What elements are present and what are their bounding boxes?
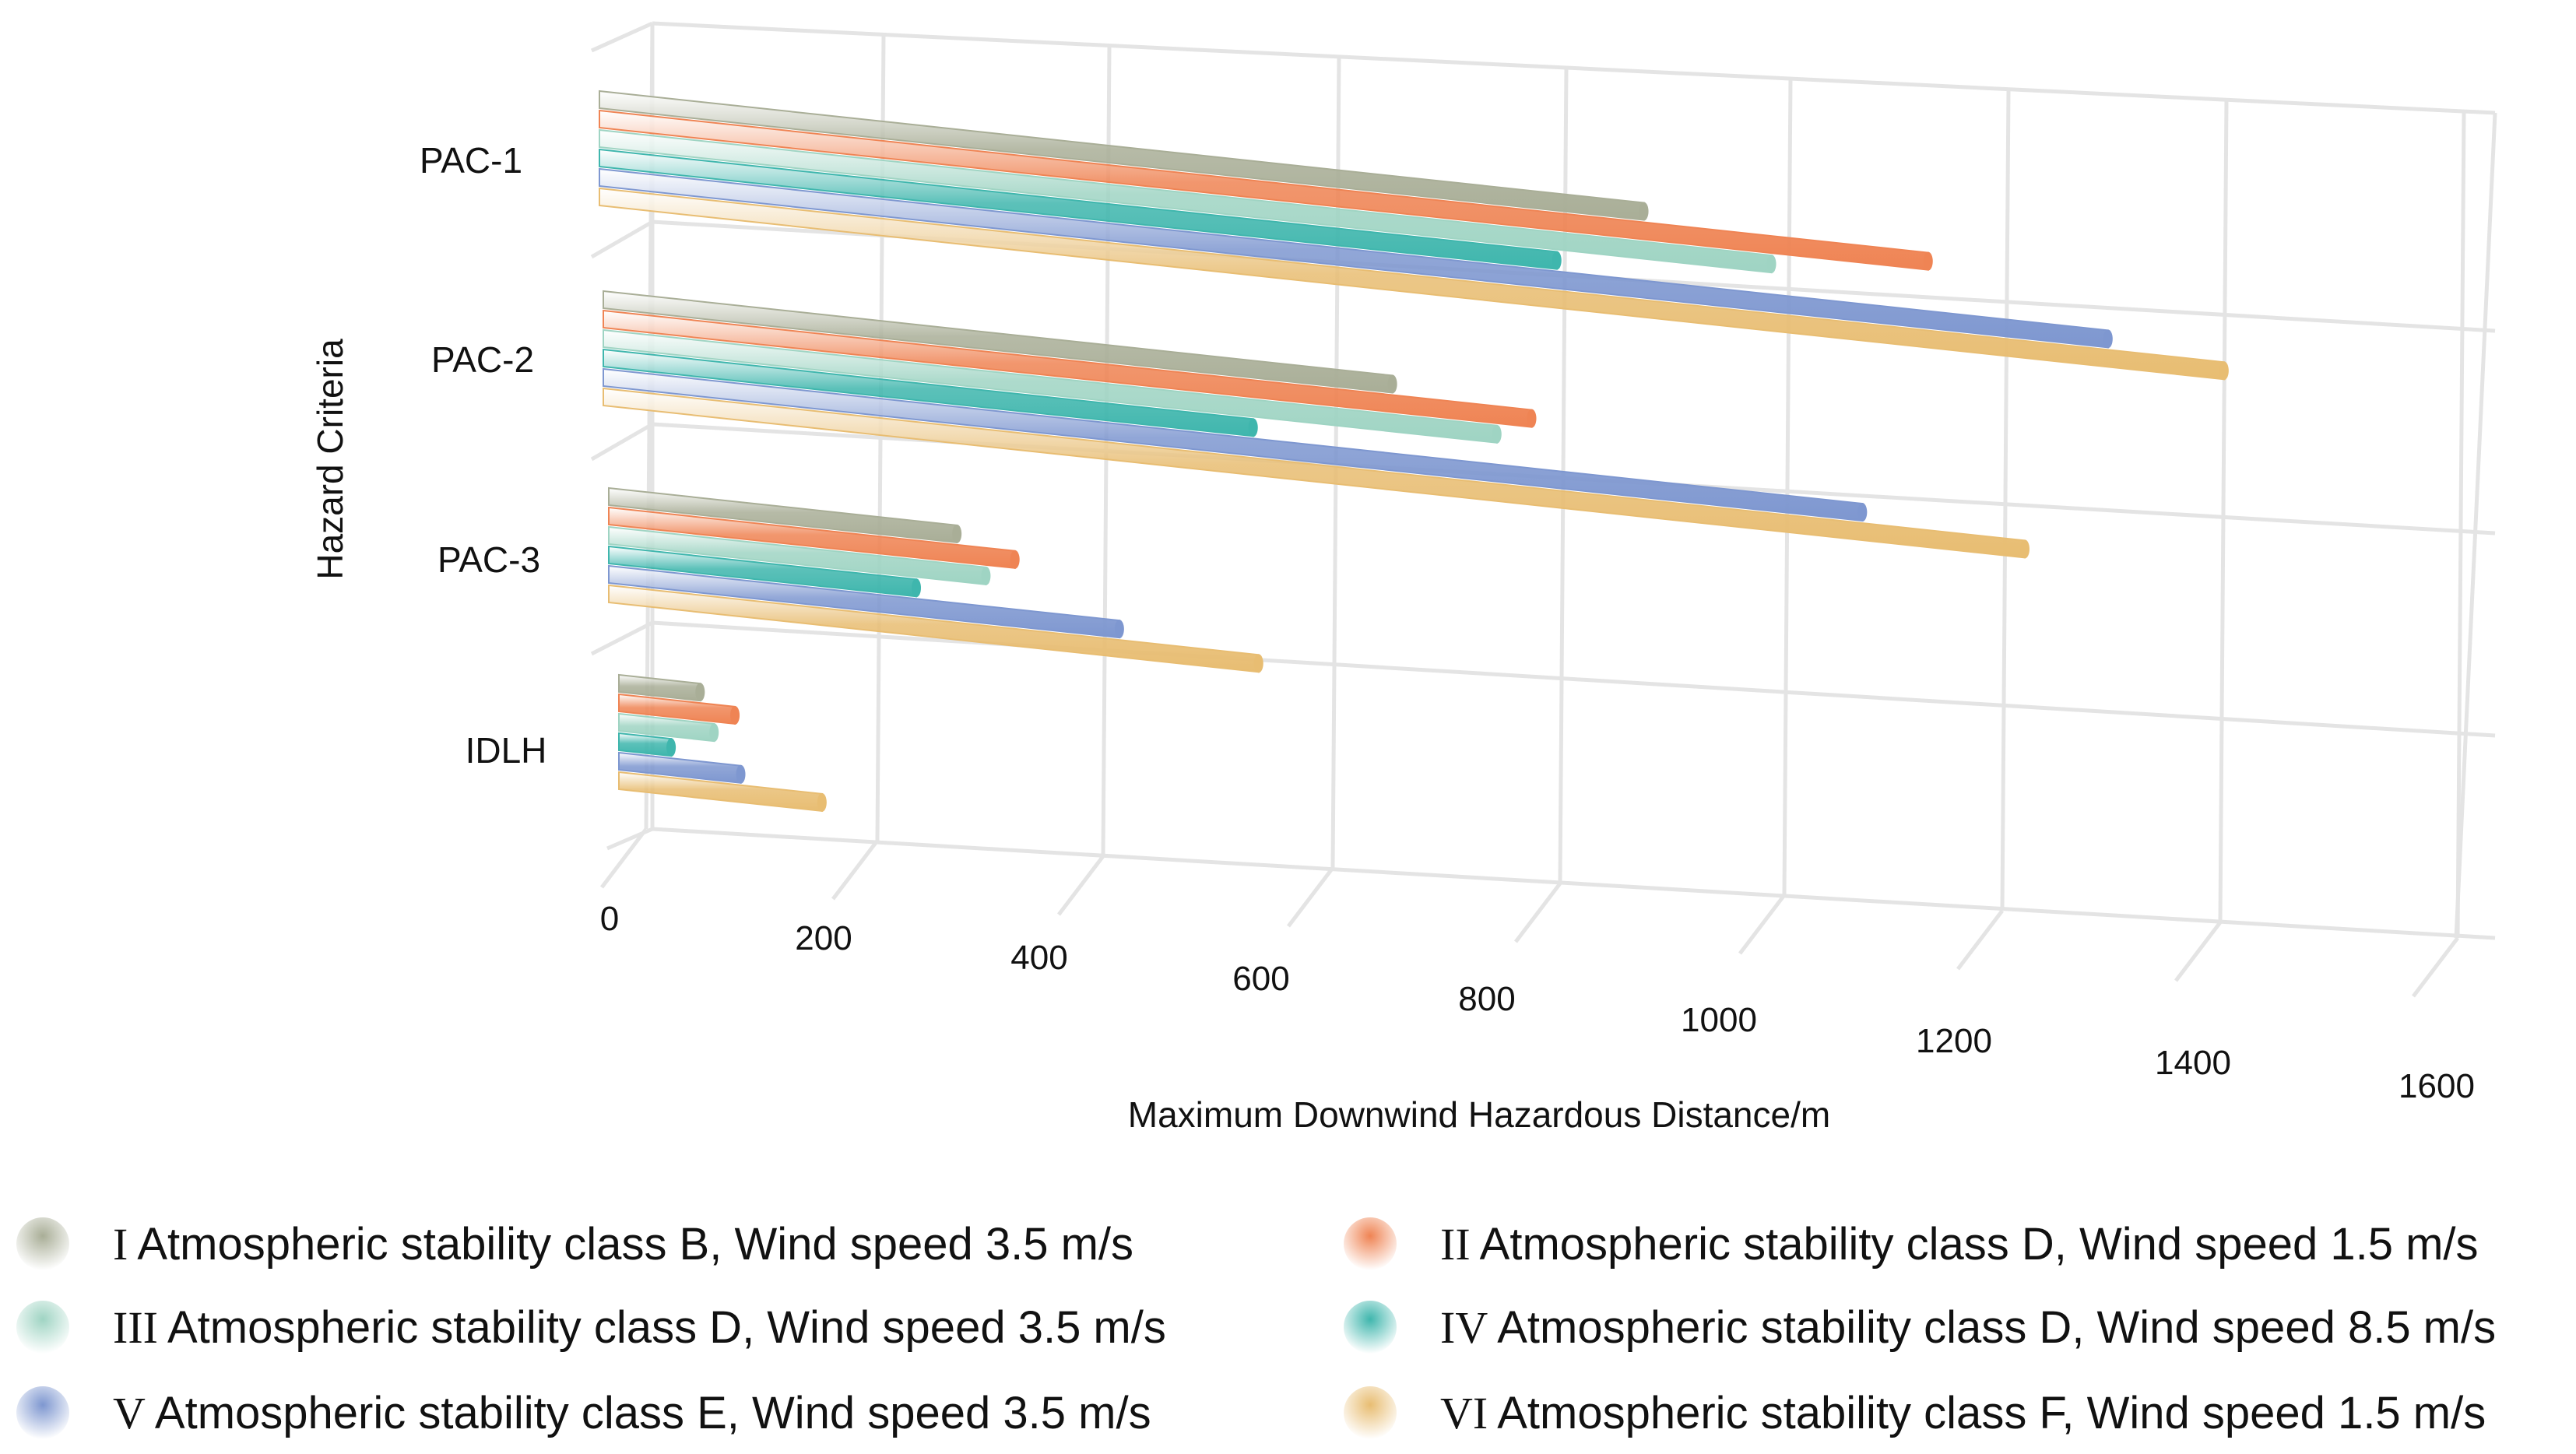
bar-cap <box>730 705 740 725</box>
legend-text: Atmospheric stability class B, Wind spee… <box>137 1219 1133 1270</box>
x-tick-label: 1400 <box>2155 1044 2231 1082</box>
bar-cap <box>1639 202 1649 221</box>
gridline-horizontal <box>652 620 2496 738</box>
gridline-depth-tick <box>590 21 654 53</box>
x-tick-label: 600 <box>1232 960 1289 998</box>
legend-label: IV Atmospheric stability class D, Wind sp… <box>1440 1302 2496 1353</box>
legend-label: II Atmospheric stability class D, Wind sp… <box>1440 1219 2479 1270</box>
legend-label: VI Atmospheric stability class F, Wind sp… <box>1440 1388 2486 1438</box>
x-tick-label: 200 <box>795 919 852 957</box>
bar-cap <box>2103 329 2113 349</box>
legend-numeral: II <box>1440 1219 1471 1270</box>
bars <box>599 90 2229 813</box>
legend-numeral: V <box>113 1388 146 1438</box>
bar <box>618 732 673 757</box>
bar-cap <box>952 524 962 543</box>
gridline-floor <box>1287 866 1334 928</box>
legend-text: Atmospheric stability class D, Wind spee… <box>167 1302 1166 1353</box>
gridline-vertical <box>2218 100 2229 923</box>
gridline-horizontal <box>652 827 2496 940</box>
bar-cap <box>695 683 705 702</box>
legend-label: V Atmospheric stability class E, Wind spe… <box>113 1388 1151 1438</box>
bar-cap <box>817 792 827 812</box>
x-tick-label: 800 <box>1458 980 1515 1018</box>
legend-marker <box>1344 1217 1397 1270</box>
legend-marker <box>16 1217 69 1270</box>
x-tick-label: 1000 <box>1681 1001 1757 1039</box>
x-tick-label: 1200 <box>1916 1022 1992 1060</box>
axis-labels: Hazard Criteria Maximum Downwind Hazardo… <box>310 140 2475 1135</box>
bar-cap <box>1248 418 1258 437</box>
legend-numeral: VI <box>1440 1388 1488 1438</box>
legend-numeral: I <box>113 1219 128 1270</box>
bar-cap <box>736 764 746 784</box>
bar-cap <box>2020 539 2030 559</box>
gridline-floor <box>2412 936 2459 998</box>
legend-label: I Atmospheric stability class B, Wind spe… <box>113 1219 1133 1270</box>
gridline-floor <box>600 827 648 889</box>
legend-numeral: IV <box>1440 1302 1488 1353</box>
y-tick-label: IDLH <box>466 730 547 771</box>
gridline-vertical <box>2455 111 2466 939</box>
legend-text: Atmospheric stability class D, Wind spee… <box>1497 1302 2496 1353</box>
y-tick-label: PAC-2 <box>431 339 534 380</box>
bar-cap <box>1552 251 1562 270</box>
legend-text: Atmospheric stability class D, Wind spee… <box>1480 1219 2479 1270</box>
y-axis-title: Hazard Criteria <box>310 339 350 580</box>
bar-cap <box>1253 654 1263 673</box>
y-tick-label: PAC-3 <box>438 539 540 580</box>
bar-cap <box>1857 503 1868 522</box>
gridline-horizontal <box>652 21 2496 115</box>
bar-cap <box>666 738 677 757</box>
bar-cap <box>981 566 991 585</box>
y-tick-label: PAC-1 <box>420 140 522 181</box>
bar-cap <box>1492 424 1502 444</box>
x-axis-title: Maximum Downwind Hazardous Distance/m <box>1128 1094 1830 1135</box>
legend-label: III Atmospheric stability class D, Wind s… <box>113 1302 1166 1353</box>
gridline-vertical <box>2000 89 2011 911</box>
bar <box>608 584 1260 673</box>
gridline-floor <box>1738 894 1786 955</box>
legend-numeral: III <box>113 1302 158 1353</box>
gridline-back-right <box>2454 112 2497 939</box>
gridline-depth-tick <box>590 422 654 462</box>
x-tick-label: 400 <box>1010 939 1067 977</box>
legend-text: Atmospheric stability class E, Wind spee… <box>155 1388 1151 1438</box>
bar-cap <box>1010 550 1020 569</box>
bar-cap <box>1923 251 1933 271</box>
legend: I Atmospheric stability class B, Wind spe… <box>16 1217 2496 1439</box>
bar-cap <box>1114 620 1124 639</box>
gridline-depth-tick <box>590 220 654 259</box>
legend-marker <box>16 1386 69 1439</box>
x-tick-label: 1600 <box>2399 1067 2475 1105</box>
bar-cap <box>2219 361 2229 381</box>
gridline-floor <box>1057 855 1105 916</box>
bar-cap <box>1387 374 1397 394</box>
legend-marker <box>1344 1301 1397 1354</box>
gridline-depth-tick <box>590 620 654 656</box>
bar-cap <box>1766 255 1776 274</box>
bar-cap <box>709 723 719 743</box>
legend-text: Atmospheric stability class F, Wind spee… <box>1497 1388 2486 1438</box>
legend-marker <box>1344 1386 1397 1439</box>
bar-cap <box>1527 409 1537 428</box>
x-tick-label: 0 <box>600 900 619 938</box>
legend-marker <box>16 1301 69 1354</box>
gridline-floor <box>1956 909 2004 971</box>
bar-cap <box>912 578 922 598</box>
gridline-floor <box>2174 921 2222 982</box>
gridline-vertical <box>1782 79 1793 896</box>
gridline-floor <box>831 839 879 901</box>
gridline-floor <box>1514 882 1562 943</box>
